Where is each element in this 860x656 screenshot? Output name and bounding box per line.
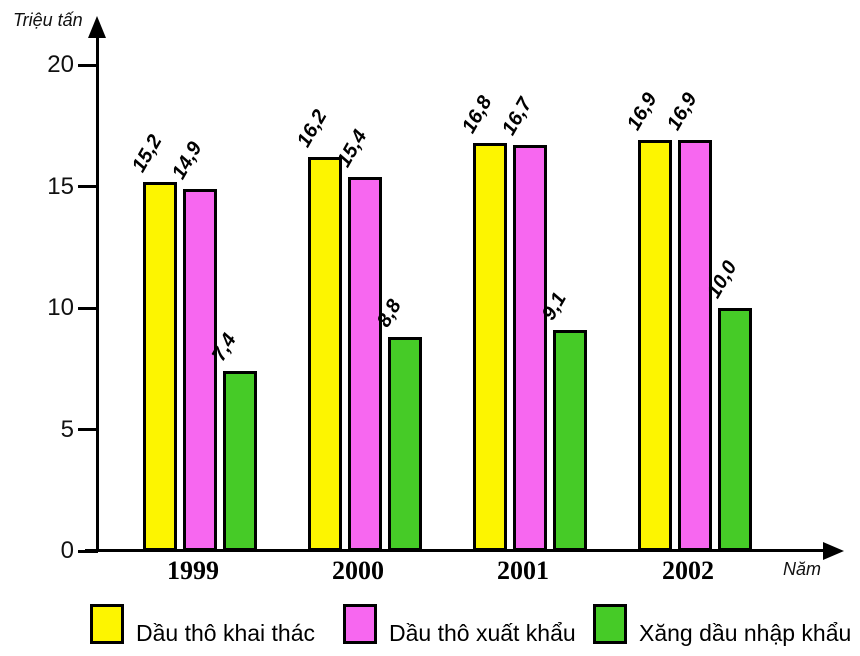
x-tick-label-2001: 2001 xyxy=(497,556,549,585)
bar-1999-series1 xyxy=(143,181,177,551)
y-tick-label-10: 10 xyxy=(47,294,74,321)
bar-2001-series3 xyxy=(553,329,587,551)
y-tick-label-0: 0 xyxy=(60,537,74,564)
y-tick-label-15: 15 xyxy=(47,172,74,200)
bar-1999-series3 xyxy=(223,371,257,551)
bar-2002-series3 xyxy=(718,308,752,551)
legend-label-series3: Xăng dầu nhập khẩu xyxy=(639,620,852,646)
bar-2002-series1 xyxy=(638,140,672,551)
y-axis-tick-0 xyxy=(78,549,98,553)
x-axis-arrow-icon xyxy=(823,542,844,560)
bar-value-label: 14,9 xyxy=(167,138,207,183)
bar-1999-series2 xyxy=(183,188,217,551)
y-axis-line xyxy=(96,34,99,552)
x-tick-label-2002: 2002 xyxy=(662,556,714,585)
y-axis-tick-20 xyxy=(78,63,98,67)
bar-value-label: 16,2 xyxy=(292,106,332,152)
bar-2000-series1 xyxy=(308,157,342,551)
y-axis-title: Triệu tấn xyxy=(13,10,83,30)
x-axis-title: Năm xyxy=(782,559,821,579)
x-tick-label-2000: 2000 xyxy=(332,556,384,585)
x-axis-line xyxy=(85,549,826,552)
bar-2000-series2 xyxy=(348,176,382,551)
bar-value-label: 15,2 xyxy=(127,130,167,176)
legend-label-series1: Dầu thô khai thác xyxy=(136,620,316,646)
y-axis-tick-10 xyxy=(78,306,98,310)
bar-2000-series3 xyxy=(388,337,422,551)
x-tick-label-1999: 1999 xyxy=(167,556,219,585)
y-tick-label-20: 20 xyxy=(47,51,74,78)
legend-swatch-series2 xyxy=(343,604,377,644)
bar-2001-series2 xyxy=(513,145,547,551)
bar-value-label: 16,7 xyxy=(497,94,537,140)
bar-value-label: 16,8 xyxy=(457,92,497,137)
legend-label-series2: Dầu thô xuất khẩu xyxy=(389,620,576,646)
bar-value-label: 16,9 xyxy=(622,89,662,135)
bar-2001-series1 xyxy=(473,142,507,551)
y-axis-tick-5 xyxy=(78,428,98,431)
bar-2002-series2 xyxy=(678,140,712,551)
legend-swatch-series3 xyxy=(593,604,627,644)
y-tick-label-5: 5 xyxy=(60,415,74,443)
y-axis-tick-15 xyxy=(78,185,98,188)
y-axis-arrow-icon xyxy=(88,16,106,38)
bar-value-label: 16,9 xyxy=(662,89,702,135)
legend-swatch-series1 xyxy=(90,604,124,644)
